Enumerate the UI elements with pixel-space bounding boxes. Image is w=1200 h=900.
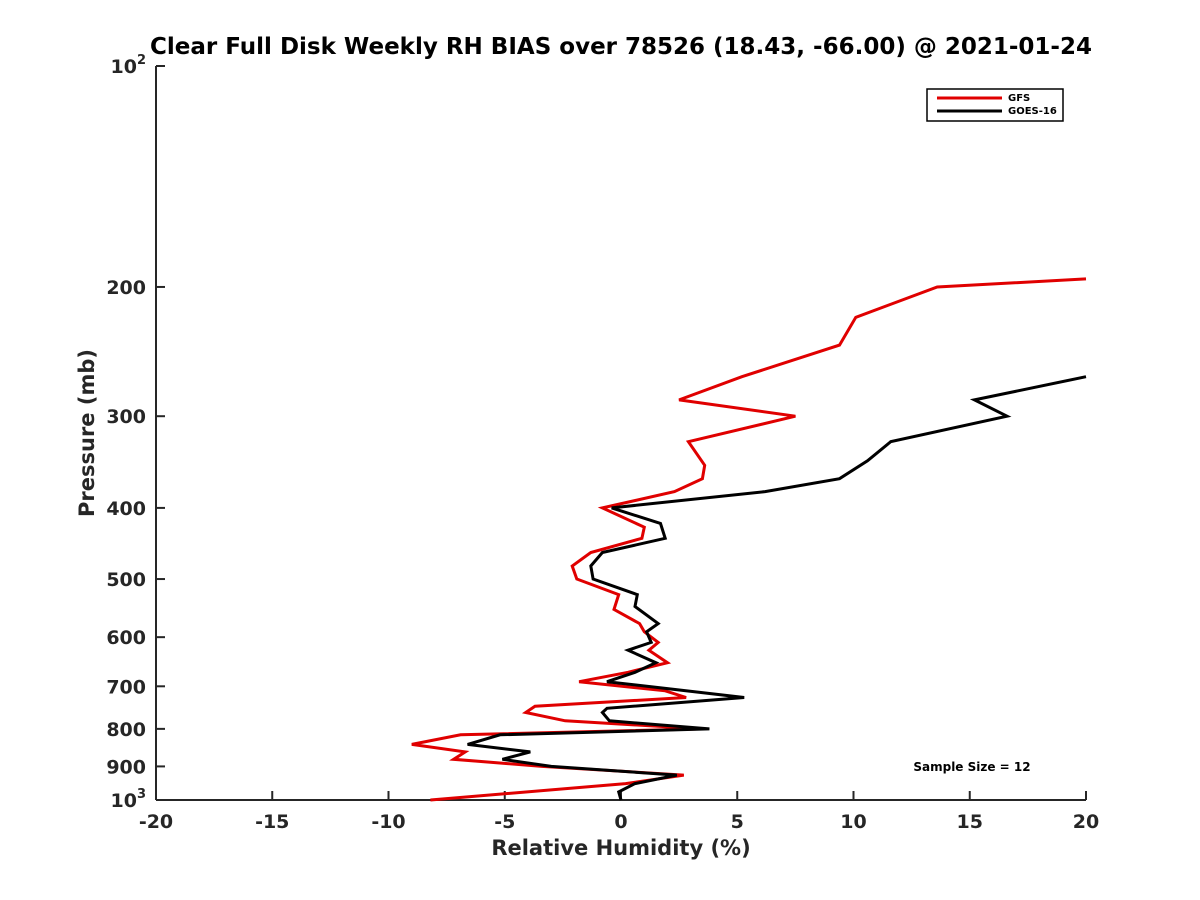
y-tick-label: 900 (106, 756, 146, 778)
x-axis-label: Relative Humidity (%) (491, 836, 750, 860)
y-tick-label: 102 (111, 53, 147, 78)
x-tick-label: 15 (957, 811, 983, 833)
y-tick-label: 600 (106, 627, 146, 649)
x-tick-label: 10 (840, 811, 866, 833)
axis-ticks: -20 -15 -10 -5 0 5 10 15 20 102 200 300 400 500 600 700… (106, 53, 1099, 833)
y-tick-label: 500 (106, 569, 146, 591)
x-tick-label: 20 (1073, 811, 1099, 833)
x-tick-label: -10 (371, 811, 405, 833)
y-tick-label: 400 (106, 498, 146, 520)
sample-size-annotation: Sample Size = 12 (913, 760, 1030, 774)
y-tick-label: 200 (106, 277, 146, 299)
y-tick-label: 700 (106, 676, 146, 698)
x-tick-label: -20 (139, 811, 173, 833)
y-axis-label: Pressure (mb) (75, 349, 99, 517)
y-tick-label: 800 (106, 719, 146, 741)
chart-title: Clear Full Disk Weekly RH BIAS over 7852… (150, 34, 1092, 60)
series-line-gfs (411, 277, 1087, 802)
y-tick-label: 103 (111, 787, 147, 812)
series-line-goes16 (467, 375, 1087, 801)
x-tick-label: 0 (614, 811, 627, 833)
legend: GFS GOES-16 (926, 88, 1064, 122)
legend-label-goes16: GOES-16 (1008, 106, 1057, 117)
x-tick-label: -5 (494, 811, 515, 833)
series-lines (411, 277, 1087, 802)
legend-label-gfs: GFS (1008, 93, 1030, 104)
y-tick-label: 300 (106, 406, 146, 428)
legend-box (926, 88, 1064, 122)
x-tick-label: 5 (731, 811, 744, 833)
x-tick-label: -15 (255, 811, 289, 833)
